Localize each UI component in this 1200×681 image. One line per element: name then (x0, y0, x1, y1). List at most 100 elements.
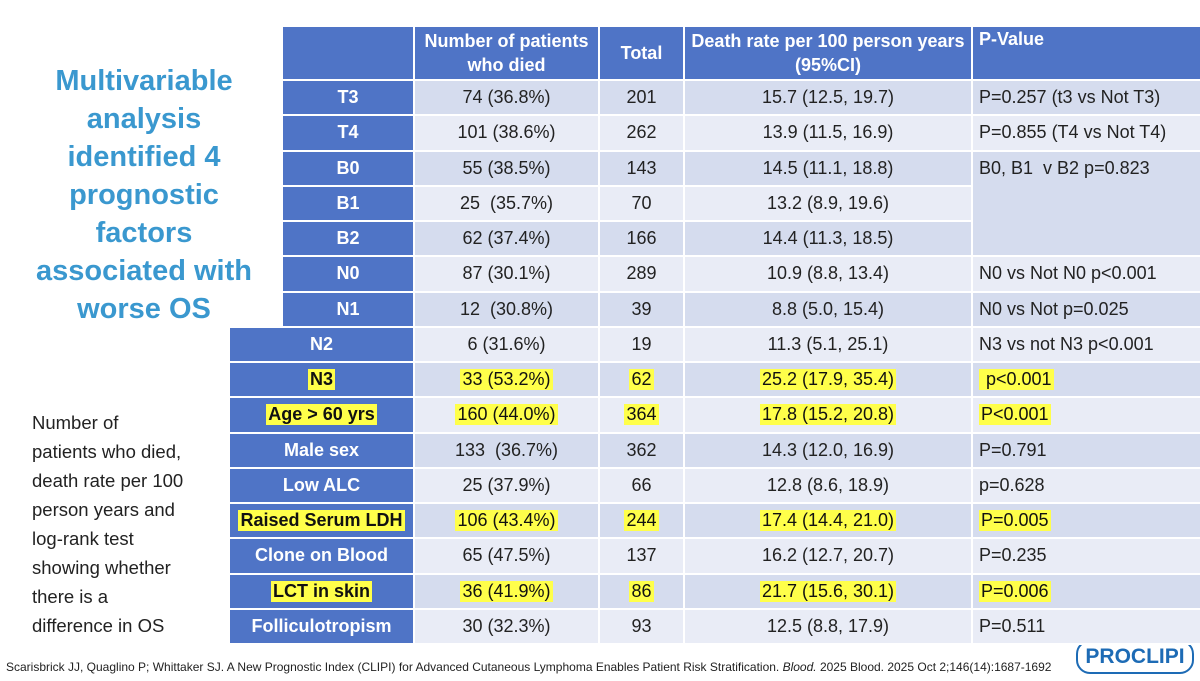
table-cell: P=0.005 (973, 504, 1200, 540)
cell-text: 8.8 (5.0, 15.4) (771, 298, 885, 319)
cell-text: 86 (629, 580, 654, 602)
cell-text: P=0.257 (t3 vs Not T3) (979, 87, 1161, 108)
table-cell: 30 (32.3%) (415, 609, 600, 645)
title-line: identified 4 (67, 141, 221, 173)
cell-text: B0, B1 v B2 p=0.823 (979, 157, 1150, 178)
logo: PROCLIPI (1076, 640, 1194, 674)
cell-text: 133 (36.7%) (454, 439, 559, 460)
cell-text: P=0.791 (979, 439, 1047, 460)
table-cell: 25 (35.7%) (415, 186, 600, 222)
row-label-cell: B2 (283, 222, 415, 258)
cell-text: P=0.511 (979, 615, 1046, 636)
table-cell: 25 (37.9%) (415, 468, 600, 504)
row-label-cell: N3 (230, 363, 415, 399)
table-cell: 17.8 (15.2, 20.8) (685, 398, 973, 434)
table-cell: 160 (44.0%) (415, 398, 600, 434)
cell-text: p=0.628 (979, 474, 1045, 495)
table-cell: 25.2 (17.9, 35.4) (685, 363, 973, 399)
cell-text: 15.7 (12.5, 19.7) (761, 87, 895, 108)
table-cell: 6 (31.6%) (415, 327, 600, 363)
cell-text: 11.3 (5.1, 25.1) (767, 333, 889, 354)
cell-text: p<0.001 (979, 369, 1054, 391)
table-cell: P=0.006 (973, 574, 1200, 610)
cell-text: 19 (631, 333, 652, 354)
header-text: Number of patients who died (424, 31, 589, 75)
table-cell: 62 (600, 363, 685, 399)
cell-text: 74 (36.8%) (462, 87, 551, 108)
cell-text: 65 (47.5%) (462, 545, 551, 566)
title-line: factors (95, 217, 193, 249)
row-label: B1 (336, 192, 360, 213)
table-cell: 11.3 (5.1, 25.1) (685, 327, 973, 363)
row-label: Folliculotropism (251, 615, 392, 636)
cell-text: 14.4 (11.3, 18.5) (762, 228, 894, 249)
cell-text: 10.9 (8.8, 13.4) (766, 263, 890, 284)
table-cell: 74 (36.8%) (415, 81, 600, 117)
footnote-text: 2025 Blood. 2025 Oct 2;146(14):1687-1692 (816, 660, 1052, 674)
slide-title: Multivariable analysis identified 4 prognos… (10, 62, 278, 328)
header-text: Total (620, 43, 663, 63)
header-cell: Death rate per 100 person years (95%CI) (685, 27, 973, 81)
table-cell: 262 (600, 116, 685, 152)
cell-text: 17.8 (15.2, 20.8) (759, 404, 897, 426)
footnote: Scarisbrick JJ, Quaglino P; Whittaker SJ… (6, 660, 1051, 674)
cell-text: 143 (626, 157, 657, 178)
cell-text: 36 (41.9%) (460, 580, 553, 602)
table-cell: 13.2 (8.9, 19.6) (685, 186, 973, 222)
table-cell: 133 (36.7%) (415, 433, 600, 469)
table-cell: 16.2 (12.7, 20.7) (685, 539, 973, 575)
cell-text: 137 (626, 545, 657, 566)
cell-text: 160 (44.0%) (455, 404, 558, 426)
row-label: LCT in skin (270, 580, 372, 602)
note-line: there is a (32, 586, 109, 607)
cell-text: 14.3 (12.0, 16.9) (761, 439, 895, 460)
table-cell: 17.4 (14.4, 21.0) (685, 504, 973, 540)
cell-text: P=0.235 (979, 545, 1047, 566)
header-cell (283, 27, 415, 81)
row-label-cell: Folliculotropism (230, 609, 415, 645)
cell-text: 93 (631, 615, 652, 636)
row-label-cell: Clone on Blood (230, 539, 415, 575)
cell-text: 244 (624, 510, 659, 532)
cell-text: 262 (626, 122, 657, 143)
table-cell: 66 (600, 468, 685, 504)
table-cell: 70 (600, 186, 685, 222)
row-label-cell: N2 (230, 327, 415, 363)
table-cell: p<0.001 (973, 363, 1200, 399)
row-label: B2 (336, 228, 360, 249)
table-cell: 65 (47.5%) (415, 539, 600, 575)
footnote-journal: Blood. (782, 660, 817, 674)
row-label-cell: B1 (283, 186, 415, 222)
row-label-cell: Male sex (230, 433, 415, 469)
cell-text: 25 (37.9%) (462, 474, 551, 495)
cell-text: N0 vs Not p=0.025 (979, 298, 1129, 319)
table-cell: P=0.235 (973, 539, 1200, 575)
table-cell: 14.4 (11.3, 18.5) (685, 222, 973, 258)
note-line: death rate per 100 (32, 470, 184, 491)
row-label-cell: Age > 60 yrs (230, 398, 415, 434)
cell-text: N3 vs not N3 p<0.001 (979, 333, 1154, 354)
cell-text: P<0.001 (979, 404, 1051, 426)
table-cell: 10.9 (8.8, 13.4) (685, 257, 973, 293)
cell-text: 289 (626, 263, 657, 284)
cell-text: 101 (38.6%) (457, 122, 556, 143)
table-cell: 33 (53.2%) (415, 363, 600, 399)
table-cell: 137 (600, 539, 685, 575)
table-cell: 12.8 (8.6, 18.9) (685, 468, 973, 504)
cell-text: 362 (626, 439, 657, 460)
cell-text: 106 (43.4%) (455, 510, 558, 532)
row-label: Age > 60 yrs (266, 404, 377, 426)
table-cell: 143 (600, 151, 685, 187)
row-label-cell: N0 (283, 257, 415, 293)
cell-text: N0 vs Not N0 p<0.001 (979, 263, 1157, 284)
row-label: B0 (336, 157, 360, 178)
table-cell: 21.7 (15.6, 30.1) (685, 574, 973, 610)
table-cell: 362 (600, 433, 685, 469)
table-cell: P<0.001 (973, 398, 1200, 434)
cell-text: P=0.855 (T4 vs Not T4) (979, 122, 1167, 143)
cell-text: 33 (53.2%) (460, 369, 553, 391)
table-cell: 12.5 (8.8, 17.9) (685, 609, 973, 645)
row-label: N2 (309, 333, 333, 354)
table-cell: 14.3 (12.0, 16.9) (685, 433, 973, 469)
